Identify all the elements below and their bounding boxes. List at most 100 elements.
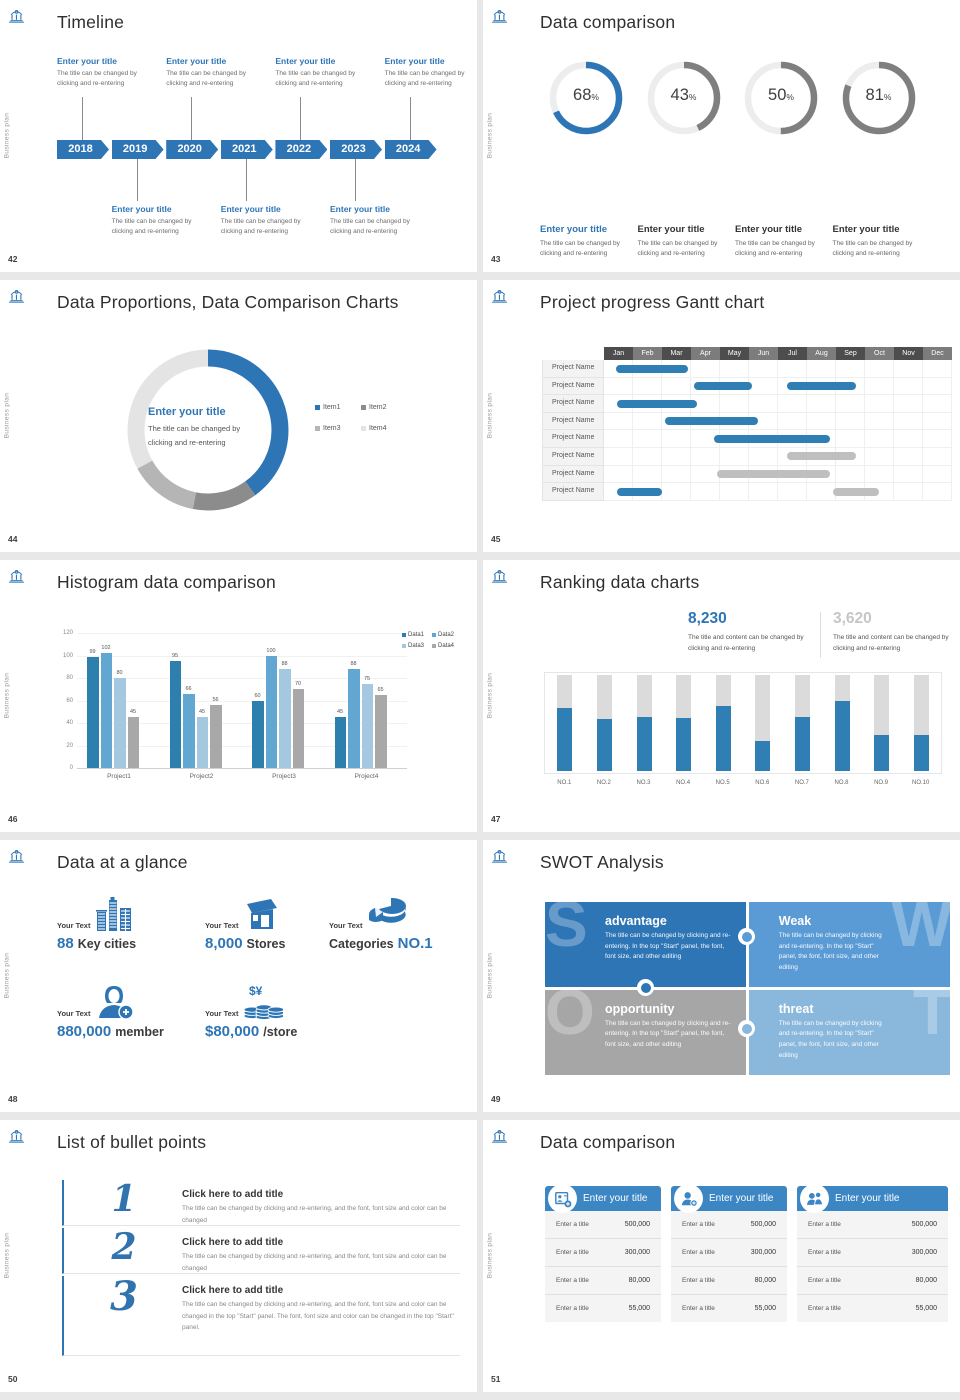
gantt-row: Project Name xyxy=(542,430,952,448)
slide-title: List of bullet points xyxy=(57,1132,207,1152)
slide-47-ranking[interactable]: Ranking data charts Business plan 8,230 T… xyxy=(483,560,960,832)
bar xyxy=(210,705,222,768)
slide-48-data-glance[interactable]: Data at a glance Business plan Your Text… xyxy=(0,840,477,1112)
comparison-card: Enter your title Enter a title 500,000 Ente… xyxy=(671,1184,787,1322)
coins-icon: $¥ xyxy=(244,984,284,1020)
table-row: Enter a title 55,000 xyxy=(545,1295,661,1322)
table-row-value: 300,000 xyxy=(624,1249,650,1256)
stats-glance: Your Text 88 Key cities Your Text 8,000 Store… xyxy=(57,892,457,1082)
pavilion-logo-icon xyxy=(491,1128,509,1144)
side-label: Business plan xyxy=(3,952,11,999)
x-category-label: NO.1 xyxy=(557,780,572,786)
timeline-year-arrow: 2021 xyxy=(221,140,273,159)
glance-value-unit: member xyxy=(115,1025,164,1039)
slide-43-ring-comparison[interactable]: Data comparison Business plan 68% Enter y… xyxy=(483,0,960,272)
timeline-item-title: Enter your title xyxy=(384,56,445,66)
bullet-number: 2 xyxy=(111,1226,137,1268)
ring-gauge-body: The title can be changed by clicking and… xyxy=(735,240,815,258)
y-tick-label: 20 xyxy=(66,742,73,749)
card-header-icon-circle xyxy=(800,1184,829,1213)
timeline-connector xyxy=(300,97,302,140)
timeline-connector xyxy=(82,97,83,140)
pavilion-logo-icon xyxy=(491,288,509,304)
timeline-connector xyxy=(136,159,138,201)
slide-title: Data Proportions, Data Comparison Charts xyxy=(57,292,399,312)
ring-gauge-title: Enter your title xyxy=(832,224,900,235)
stat-value: 8,230 xyxy=(688,610,727,627)
timeline-year-arrow: 2019 xyxy=(112,140,164,159)
bar xyxy=(87,656,99,768)
column-track xyxy=(715,675,731,771)
timeline-item-body: The title can be changed by clicking and… xyxy=(275,70,356,88)
glance-value: $80,000/store xyxy=(205,1023,297,1041)
glance-item: Your Text $¥ $80,000/store xyxy=(205,980,297,1041)
x-category-label: NO.6 xyxy=(755,780,770,786)
timeline-item: Enter your title The title can be changed… xyxy=(166,56,266,90)
slide-45-gantt[interactable]: Project progress Gantt chart Business pl… xyxy=(483,280,960,552)
slide-42-timeline[interactable]: Timeline Business plan 2018 2019 2020 2021 2… xyxy=(0,0,477,272)
gantt-chart: Jan Feb Mar Apr May Jun Jul Aug Sep Oct Nov Dec Proj… xyxy=(542,347,952,505)
bar xyxy=(375,694,387,768)
people-icon xyxy=(806,1191,823,1205)
stat-value: 3,620 xyxy=(833,610,872,627)
ring-gauge-value: 50% xyxy=(768,86,794,104)
gantt-row-label: Project Name xyxy=(542,465,604,484)
gantt-row-label: Project Name xyxy=(542,395,604,413)
page-number: 46 xyxy=(8,814,18,824)
glance-value-accent: 880,000 xyxy=(57,1023,112,1040)
slide-title: Data comparison xyxy=(540,1132,676,1152)
column-track xyxy=(794,675,810,771)
gantt-row: Project Name xyxy=(542,377,952,396)
bar xyxy=(169,661,181,768)
gantt-month-cell: Jan xyxy=(604,347,633,360)
legend-item: Item1 xyxy=(315,404,361,411)
bullet-heading: Click here to add title xyxy=(182,1285,284,1296)
slide-50-bullets[interactable]: List of bullet points Business plan 1 Cli… xyxy=(0,1120,477,1392)
table-row-value: 500,000 xyxy=(911,1221,937,1228)
slide-44-donut-proportions[interactable]: Data Proportions, Data Comparison Charts… xyxy=(0,280,477,552)
gantt-bar xyxy=(833,487,880,496)
swot-letter: O xyxy=(545,989,595,1048)
gantt-row: Project Name xyxy=(542,465,952,484)
stat-body: The title and content can be changed by … xyxy=(688,634,804,653)
bullet-item: 1 Click here to add title The title can be… xyxy=(62,1180,460,1226)
bullet-body: The title can be changed by clicking and… xyxy=(182,1253,447,1272)
ring-gauge: 43% Enter your title The title can be chan… xyxy=(638,60,730,260)
city-icon xyxy=(96,897,132,931)
x-category-label: NO.8 xyxy=(834,780,849,786)
gantt-row-track xyxy=(604,430,952,448)
ring-gauge-body: The title can be changed by clicking and… xyxy=(540,240,620,258)
bullet-item: 3 Click here to add title The title can be… xyxy=(62,1276,460,1356)
ring-gauge-value: 81% xyxy=(865,86,892,104)
table-row-value: 80,000 xyxy=(915,1277,937,1284)
bar-value-label: 100 xyxy=(266,647,276,654)
table-row: Enter a title 55,000 xyxy=(671,1295,787,1322)
card-header: Enter your title xyxy=(797,1184,948,1213)
card-header: Enter your title xyxy=(671,1184,787,1213)
bar xyxy=(196,717,208,768)
ring-gauge-body: The title can be changed by clicking and… xyxy=(637,240,718,258)
svg-text:$¥: $¥ xyxy=(249,984,263,998)
x-category-label: NO.7 xyxy=(794,780,809,786)
page-number: 44 xyxy=(8,534,18,544)
glance-item: Your Text 88 Key cities xyxy=(57,892,136,953)
glance-label: Your Text xyxy=(329,921,363,930)
swot-heading: opportunity xyxy=(605,1001,675,1016)
y-tick-label: 60 xyxy=(66,697,73,704)
glance-value-unit: Key cities xyxy=(77,937,137,951)
slide-51-table-comparison[interactable]: Data comparison Business plan Enter your… xyxy=(483,1120,960,1392)
page-number: 42 xyxy=(8,254,18,264)
bullet-body: The title can be changed by clicking and… xyxy=(182,1205,447,1224)
gantt-row-label: Project Name xyxy=(542,412,604,431)
swot-letter: W xyxy=(891,902,950,960)
gantt-row: Project Name xyxy=(542,360,952,378)
x-category-label: Project3 xyxy=(272,773,296,780)
ranking-stat: 8,230 The title and content can be change… xyxy=(688,610,808,654)
slide-46-histogram[interactable]: Histogram data comparison Business plan … xyxy=(0,560,477,832)
bar xyxy=(361,683,373,768)
ring-gauges-chart: 68% Enter your title The title can be chan… xyxy=(540,60,932,257)
grouped-bar-chart: 0 20 40 60 80 100 120 99 102 80 45 Project1 95 66 45 56… xyxy=(57,618,462,798)
